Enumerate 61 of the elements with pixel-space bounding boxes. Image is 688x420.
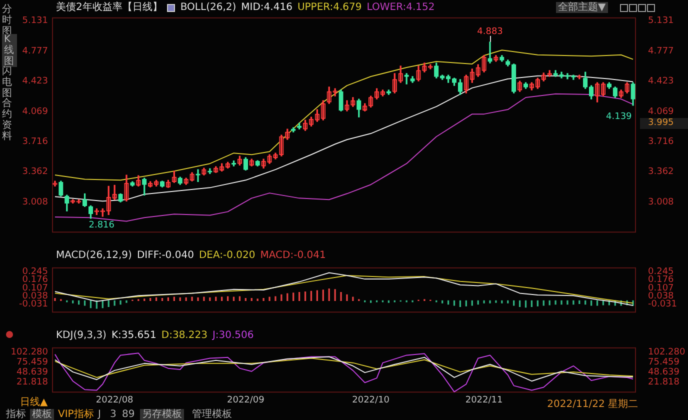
text: K线图 — [2, 34, 17, 67]
y-tick-label: 4.069 — [22, 106, 48, 117]
y-tick-label: 102.280 — [10, 347, 48, 358]
annotation: 2.816 — [88, 220, 115, 230]
annotation: 4.139 — [606, 112, 632, 123]
text: DIFF:-0.040 — [136, 250, 194, 261]
legend-title: KDJ(9,3,3) — [56, 330, 106, 341]
text: 另存模板 — [140, 409, 184, 420]
x-tick-label: 2022/09 — [226, 395, 265, 406]
y2-tick-label: 4.069 — [648, 106, 674, 117]
y-tick-label: -0.031 — [18, 300, 48, 310]
y-tick-label: 21.818 — [16, 378, 48, 388]
y2-tick-label: 75.459 — [648, 358, 680, 368]
y2-tick-label: 4.423 — [648, 76, 674, 87]
text: 日线▲ — [20, 397, 48, 408]
text: 89 — [122, 409, 135, 420]
text: 指标 — [6, 409, 26, 420]
x-tick-label: 2022/08 — [96, 395, 134, 406]
legend-title: MACD(26,12,9) — [56, 250, 132, 261]
text: 合约资料 — [2, 98, 13, 142]
text: VIP指标 — [58, 409, 94, 420]
text: 模板 — [30, 409, 54, 420]
y2-tick-label: -0.031 — [648, 300, 678, 310]
y-tick-label: 3.716 — [22, 136, 48, 147]
text: UPPER:4.679 — [297, 2, 362, 13]
text: MACD:-0.041 — [260, 250, 326, 261]
y2-tick-label: 3.362 — [648, 167, 674, 178]
text: LOWER:4.152 — [366, 2, 435, 13]
x-tick-label: 2022/10 — [352, 395, 390, 406]
text: 全部主题▼ — [556, 2, 608, 13]
text: J — [98, 409, 101, 420]
y-tick-label: 5.131 — [22, 16, 48, 26]
text: DEA:-0.020 — [198, 250, 256, 261]
x-tick-label: 2022/11 — [465, 395, 503, 406]
y-tick-label: 0.176 — [22, 275, 48, 286]
y-tick-label: 3.362 — [22, 167, 48, 178]
y-tick-label: 3.008 — [22, 197, 48, 208]
text: 3 — [110, 409, 116, 420]
y2-tick-label: 4.777 — [648, 46, 674, 56]
chart-title: 美债2年收益率【日线】 — [56, 2, 162, 13]
series-label: J:30.506 — [212, 330, 254, 341]
text: K:35.651 — [111, 330, 156, 341]
y2-tick-label: 102.280 — [648, 347, 686, 358]
y2-tick-label: 3.008 — [648, 197, 674, 208]
text: 管理模板 — [192, 409, 232, 420]
y-tick-label: 4.777 — [22, 46, 48, 56]
y2-tick-label: 5.131 — [648, 16, 674, 26]
text: MID:4.416 — [241, 2, 292, 13]
annotation: 4.883 — [477, 26, 503, 37]
y2-tick-label: 3.716 — [648, 136, 674, 147]
y-tick-label: 75.459 — [16, 358, 48, 368]
y-tick-label: 48.639 — [16, 368, 48, 378]
y2-tick-label: 21.818 — [648, 378, 680, 388]
text: 闪电图 — [2, 66, 13, 99]
y2-tick-label: 0.176 — [648, 275, 674, 286]
y-tick-label: 4.423 — [22, 76, 48, 87]
legend-title: BOLL(26,2) — [180, 2, 236, 13]
text: 3.995 — [640, 118, 688, 129]
y2-tick-label: 48.639 — [648, 368, 680, 378]
text: 2022/11/22 星期二 — [547, 399, 638, 410]
text: D:38.223 — [161, 330, 208, 341]
